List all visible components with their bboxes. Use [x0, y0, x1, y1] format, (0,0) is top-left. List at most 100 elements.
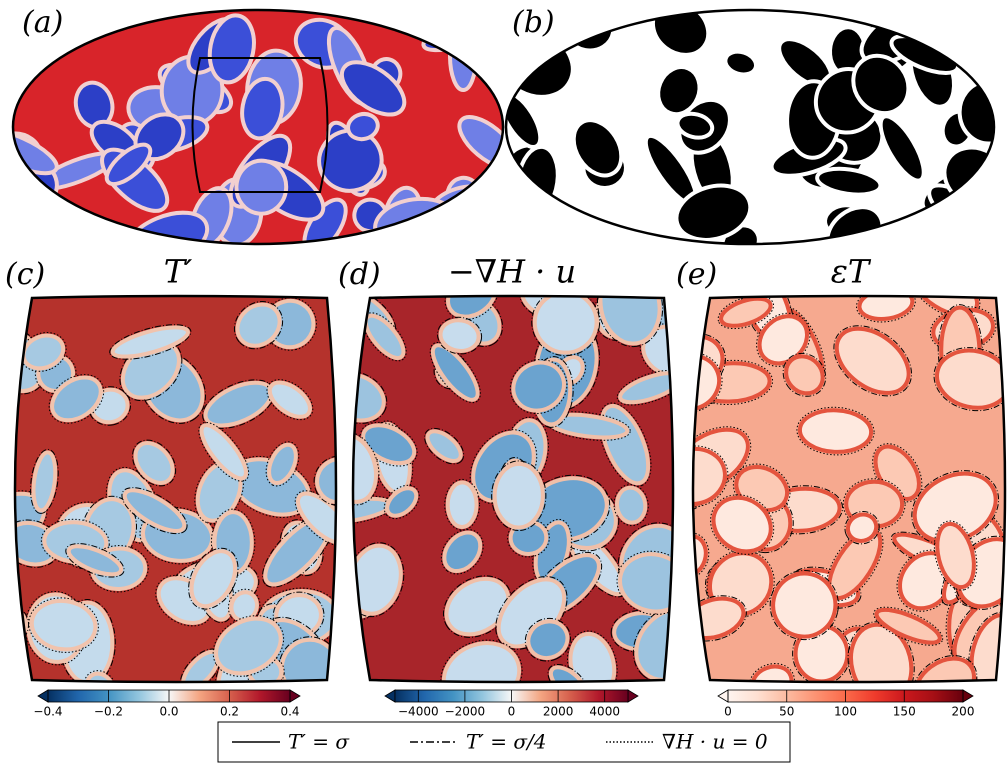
colorbar-tick-label: 200 [952, 705, 975, 719]
colorbar-tick-label: −0.2 [94, 705, 123, 719]
colorbar-extend [37, 689, 49, 703]
cell [29, 598, 98, 652]
zoom-box [191, 57, 329, 193]
cell [784, 354, 825, 396]
colorbar-tick-label: 2000 [543, 705, 574, 719]
cell [430, 343, 480, 402]
cell [235, 302, 282, 348]
cell [438, 318, 481, 353]
contour [842, 478, 906, 531]
colorbar-extend [627, 689, 639, 703]
contour [353, 431, 380, 506]
cell [133, 441, 175, 485]
cell [66, 544, 124, 577]
cell [851, 53, 911, 116]
cell [189, 549, 238, 609]
contour [442, 575, 512, 638]
colorbar-tick-label: 0 [724, 705, 732, 719]
colorbar-tick-label: −4000 [398, 705, 439, 719]
colorbar-extend [717, 689, 729, 703]
contour [436, 316, 483, 355]
cell [50, 375, 103, 423]
contour [524, 617, 571, 662]
cell [598, 296, 662, 346]
cell [913, 656, 976, 682]
contour [65, 543, 125, 578]
map-panel [505, 9, 995, 245]
cell [719, 296, 773, 328]
contour [782, 352, 827, 397]
cell [234, 158, 289, 216]
contour [265, 441, 300, 487]
cell [771, 571, 838, 639]
cell [229, 590, 259, 623]
contour [266, 379, 314, 421]
colorbar-tick-label: −2000 [445, 705, 486, 719]
map-outline [504, 8, 996, 246]
cell [444, 576, 511, 637]
contour [198, 421, 250, 482]
contour [359, 421, 418, 467]
contour [83, 670, 117, 682]
cell [240, 76, 285, 141]
colorbar-extend [289, 689, 301, 703]
colorbar-tick-label: 50 [779, 705, 794, 719]
contour [693, 426, 752, 495]
contour [188, 547, 239, 610]
cell [526, 619, 570, 661]
contour [440, 639, 523, 682]
panel-label: (b) [512, 5, 555, 40]
contour [933, 347, 1005, 412]
cell [815, 166, 883, 197]
cell [797, 408, 874, 454]
contour [844, 511, 880, 545]
cell [31, 450, 58, 513]
panel-title: εT [831, 253, 872, 291]
contour [593, 296, 648, 341]
panel-label: (a) [22, 5, 63, 40]
map-outline [351, 294, 675, 684]
contour [121, 487, 188, 535]
cell [353, 432, 378, 504]
contour [15, 323, 47, 395]
contour [444, 478, 481, 531]
colorbar-tick-label: 0.2 [220, 705, 239, 719]
panel-title: −∇H · u [448, 253, 576, 291]
cell [445, 480, 479, 530]
cell [214, 616, 283, 676]
contour [383, 484, 420, 520]
contour [262, 297, 317, 351]
map-outline [11, 8, 505, 246]
cell [711, 495, 773, 554]
cell [511, 360, 566, 413]
cell [935, 9, 976, 32]
contour [717, 296, 775, 330]
cell [492, 461, 545, 530]
contour [933, 520, 978, 591]
cell [548, 665, 587, 682]
legend-label: T′ = σ [288, 730, 350, 754]
cell [532, 296, 599, 355]
cell [385, 486, 419, 518]
colorbar-tick-label: 0 [508, 705, 516, 719]
cell [13, 203, 34, 244]
contour [896, 549, 956, 612]
cell [849, 622, 914, 682]
cell [845, 512, 879, 543]
contour [547, 663, 589, 682]
cell [618, 371, 673, 405]
contour [632, 605, 673, 682]
cell [656, 65, 702, 117]
contour [429, 341, 481, 404]
cell [267, 380, 312, 419]
cell [614, 485, 648, 525]
panel-label: (d) [338, 257, 381, 292]
cell [693, 534, 708, 578]
contour [693, 359, 774, 406]
panel-title: T′ [164, 253, 193, 291]
cell [199, 423, 248, 481]
contour [48, 374, 105, 424]
contour [693, 352, 723, 413]
colorbar-tick-label: 0.0 [159, 705, 178, 719]
